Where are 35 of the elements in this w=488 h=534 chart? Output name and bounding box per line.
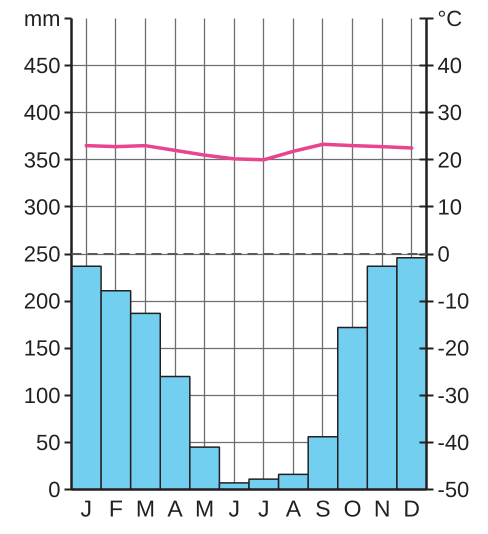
x-tick-label: M <box>195 496 214 522</box>
y-tick-label: 450 <box>24 53 61 78</box>
x-tick-label: F <box>108 496 123 522</box>
y-tick-label: 350 <box>24 147 61 172</box>
y2-tick-label: -30 <box>438 382 470 408</box>
x-tick-label: M <box>136 496 156 522</box>
y2-tick-label: 40 <box>438 53 462 78</box>
y-tick-label: 150 <box>24 336 61 361</box>
y2-tick-label: 20 <box>438 147 462 172</box>
y2-tick-label: -10 <box>438 288 470 314</box>
y2-tick-label: 0 <box>438 242 450 266</box>
y2-tick-label: 10 <box>438 194 462 220</box>
y-tick-label: 300 <box>24 194 61 220</box>
x-tick-label: J <box>258 496 270 522</box>
y-tick-label: 400 <box>24 100 61 126</box>
y2-tick-label: 30 <box>438 100 462 126</box>
y2-tick-label: -50 <box>438 477 470 502</box>
x-tick-label: N <box>374 496 390 522</box>
x-tick-label: S <box>315 496 331 522</box>
line-series <box>84 142 414 162</box>
x-tick-label: D <box>403 496 420 522</box>
y-tick-label: 250 <box>24 242 61 266</box>
x-tick-label: A <box>167 496 184 522</box>
y2-tick-label: -40 <box>438 430 470 455</box>
y-tick-label: 100 <box>24 382 61 408</box>
y2-tick-label: -20 <box>438 336 470 361</box>
y-axis-title: mm <box>24 6 61 31</box>
x-tick-label: O <box>344 496 362 522</box>
x-tick-label: A <box>286 496 302 522</box>
y-tick-label: 200 <box>24 288 61 314</box>
y-tick-label: 50 <box>36 430 61 455</box>
y-tick-label: 0 <box>48 477 61 502</box>
x-tick-label: J <box>228 496 240 522</box>
y2-axis-title: °C <box>438 6 462 31</box>
x-tick-label: J <box>80 496 92 522</box>
